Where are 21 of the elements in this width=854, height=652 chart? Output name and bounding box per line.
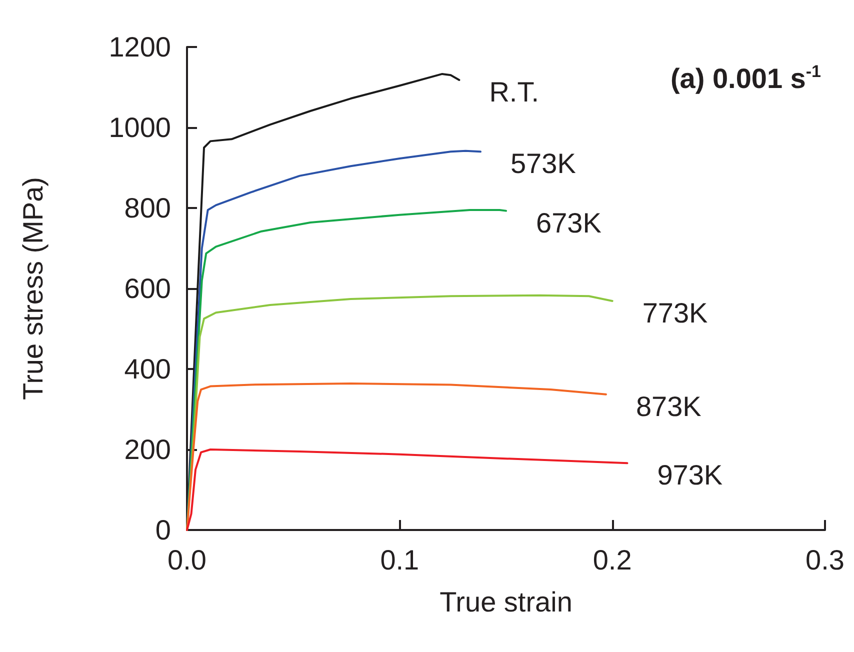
series-label: 573K	[510, 148, 576, 180]
y-tick-label: 1200	[108, 32, 171, 62]
series-label: 873K	[636, 390, 702, 422]
x-tick-label: 0.0	[168, 544, 206, 576]
y-tick-label: 1000	[108, 112, 171, 143]
line-series	[186, 448, 628, 531]
x-tick-label: 0.3	[806, 544, 844, 576]
y-tick-label: 0	[155, 514, 171, 546]
x-tick-label: 0.2	[592, 544, 632, 576]
y-tick-label: 400	[124, 354, 171, 384]
series-label: R.T.	[489, 76, 539, 108]
y-tick-label: 600	[124, 273, 171, 304]
x-axis-title: True strain	[440, 586, 572, 618]
series-label: 973K	[657, 460, 723, 491]
line-series	[186, 382, 607, 531]
y-axis-title: True stress (MPa)	[18, 177, 48, 400]
series-label: 673K	[536, 207, 602, 238]
y-tick-label: 800	[124, 192, 171, 224]
series-label: 773K	[642, 297, 708, 328]
y-tick-label: 200	[124, 434, 171, 465]
x-tick-label: 0.1	[380, 544, 420, 576]
